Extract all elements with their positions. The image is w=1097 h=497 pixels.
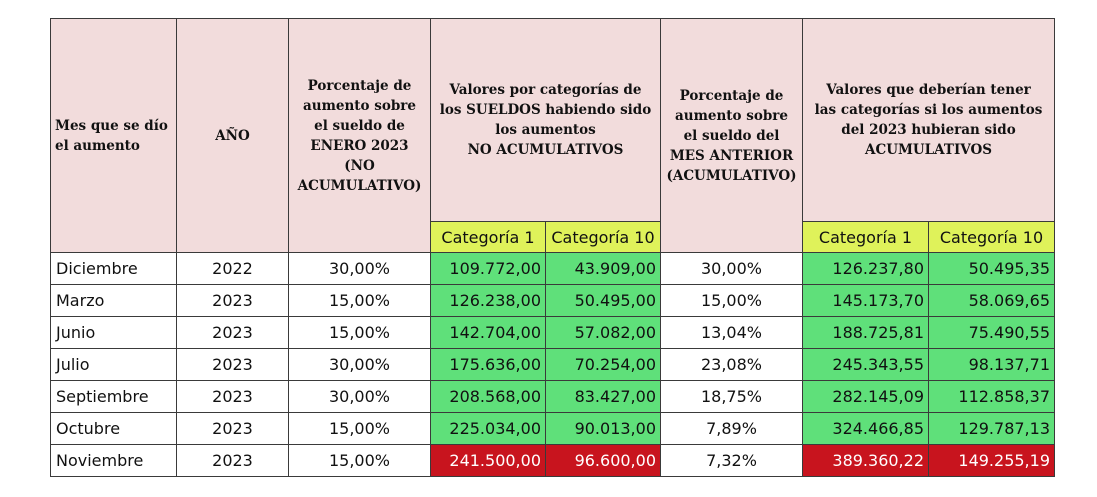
table-row: Diciembre 2022 30,00% 109.772,00 43.909,… [50,252,1055,285]
table-row: Junio 2023 15,00% 142.704,00 57.082,00 1… [50,316,1055,349]
subheader-ac-categoria-10: Categoría 10 [928,221,1055,253]
cell-na-categoria-10: 83.427,00 [545,380,661,413]
header-pct-enero: Porcentaje de aumento sobre el sueldo de… [288,18,431,253]
table-row: Marzo 2023 15,00% 126.238,00 50.495,00 1… [50,284,1055,317]
table-row: Noviembre 2023 15,00% 241.500,00 96.600,… [50,444,1055,477]
cell-mes: Julio [50,348,177,381]
cell-ac-categoria-10: 50.495,35 [928,252,1055,285]
cell-ac-categoria-10: 75.490,55 [928,316,1055,349]
cell-na-categoria-10: 96.600,00 [545,444,661,477]
table-row: Octubre 2023 15,00% 225.034,00 90.013,00… [50,412,1055,445]
cell-pct-enero: 30,00% [288,348,431,381]
cell-pct-anterior: 30,00% [660,252,803,285]
cell-mes: Septiembre [50,380,177,413]
cell-pct-anterior: 13,04% [660,316,803,349]
subheader-na-categoria-1: Categoría 1 [430,221,546,253]
cell-na-categoria-1: 208.568,00 [430,380,546,413]
cell-mes: Marzo [50,284,177,317]
cell-ac-categoria-10: 98.137,71 [928,348,1055,381]
cell-ac-categoria-1: 145.173,70 [802,284,929,317]
cell-na-categoria-10: 70.254,00 [545,348,661,381]
cell-pct-enero: 15,00% [288,444,431,477]
header-pct-mes-anterior: Porcentaje de aumento sobre el sueldo de… [660,18,803,253]
subheader-na-categoria-10: Categoría 10 [545,221,661,253]
cell-ac-categoria-10: 129.787,13 [928,412,1055,445]
cell-mes: Diciembre [50,252,177,285]
cell-ac-categoria-10: 58.069,65 [928,284,1055,317]
table-row: Julio 2023 30,00% 175.636,00 70.254,00 2… [50,348,1055,381]
header-valores-acumulativos: Valores que deberían tener las categoría… [802,18,1055,222]
cell-mes: Junio [50,316,177,349]
cell-anio: 2023 [176,412,289,445]
cell-pct-anterior: 15,00% [660,284,803,317]
cell-pct-enero: 30,00% [288,380,431,413]
cell-na-categoria-1: 175.636,00 [430,348,546,381]
cell-anio: 2023 [176,348,289,381]
cell-mes: Octubre [50,412,177,445]
cell-pct-enero: 15,00% [288,284,431,317]
cell-ac-categoria-10: 149.255,19 [928,444,1055,477]
cell-anio: 2023 [176,284,289,317]
cell-pct-enero: 15,00% [288,412,431,445]
subheader-ac-categoria-1: Categoría 1 [802,221,929,253]
cell-anio: 2023 [176,380,289,413]
salary-table: Mes que se dío el aumento AÑO Porcentaje… [50,18,1055,477]
cell-na-categoria-10: 90.013,00 [545,412,661,445]
cell-pct-anterior: 18,75% [660,380,803,413]
cell-ac-categoria-1: 282.145,09 [802,380,929,413]
cell-na-categoria-1: 241.500,00 [430,444,546,477]
cell-na-categoria-10: 43.909,00 [545,252,661,285]
cell-ac-categoria-1: 324.466,85 [802,412,929,445]
header-mes: Mes que se dío el aumento [50,18,177,253]
cell-pct-anterior: 7,32% [660,444,803,477]
header-anio: AÑO [176,18,289,253]
table-row: Septiembre 2023 30,00% 208.568,00 83.427… [50,380,1055,413]
cell-mes: Noviembre [50,444,177,477]
cell-ac-categoria-10: 112.858,37 [928,380,1055,413]
cell-pct-enero: 15,00% [288,316,431,349]
cell-anio: 2022 [176,252,289,285]
cell-pct-anterior: 23,08% [660,348,803,381]
header-valores-no-acumulativos: Valores por categorías de los SUELDOS ha… [430,18,661,222]
cell-anio: 2023 [176,444,289,477]
cell-pct-enero: 30,00% [288,252,431,285]
cell-ac-categoria-1: 126.237,80 [802,252,929,285]
cell-na-categoria-1: 109.772,00 [430,252,546,285]
cell-na-categoria-10: 57.082,00 [545,316,661,349]
cell-na-categoria-1: 225.034,00 [430,412,546,445]
cell-ac-categoria-1: 389.360,22 [802,444,929,477]
cell-na-categoria-1: 126.238,00 [430,284,546,317]
cell-pct-anterior: 7,89% [660,412,803,445]
cell-ac-categoria-1: 188.725,81 [802,316,929,349]
cell-na-categoria-1: 142.704,00 [430,316,546,349]
cell-anio: 2023 [176,316,289,349]
cell-na-categoria-10: 50.495,00 [545,284,661,317]
cell-ac-categoria-1: 245.343,55 [802,348,929,381]
